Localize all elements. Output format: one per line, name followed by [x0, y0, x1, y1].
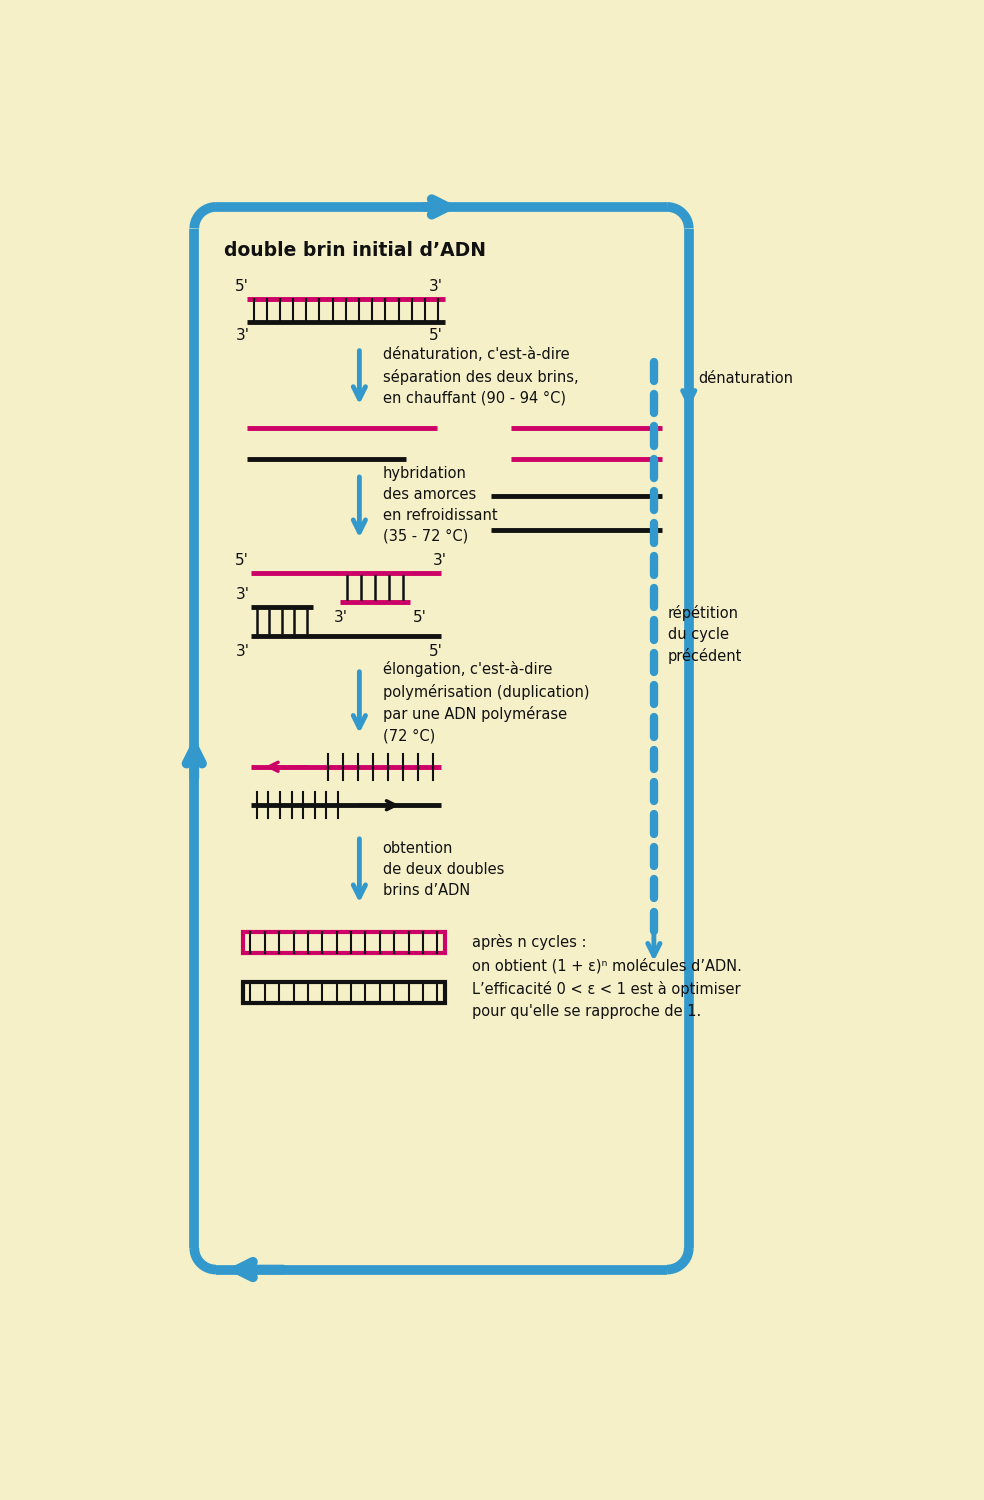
- Bar: [243, 932, 445, 952]
- Text: 5': 5': [429, 644, 443, 658]
- Text: 5': 5': [429, 328, 443, 344]
- Text: élongation, c'est-à-dire
polymérisation (duplication)
par une ADN polymérase
(72: élongation, c'est-à-dire polymérisation …: [383, 662, 589, 742]
- Text: après n cycles :
on obtient (1 + ε)ⁿ molécules d’ADN.
L’efficacité 0 < ε < 1 est: après n cycles : on obtient (1 + ε)ⁿ mol…: [471, 934, 742, 1020]
- Text: 3': 3': [235, 586, 249, 602]
- Bar: [243, 981, 445, 1004]
- Text: répétition
du cycle
précédent: répétition du cycle précédent: [668, 604, 742, 664]
- Text: dénaturation, c'est-à-dire
séparation des deux brins,
en chauffant (90 - 94 °C): dénaturation, c'est-à-dire séparation de…: [383, 346, 579, 405]
- Text: double brin initial d’ADN: double brin initial d’ADN: [223, 242, 486, 261]
- Text: 5': 5': [235, 279, 249, 294]
- Text: obtention
de deux doubles
brins d’ADN: obtention de deux doubles brins d’ADN: [383, 840, 504, 897]
- Text: dénaturation: dénaturation: [698, 370, 793, 386]
- Text: 3': 3': [429, 279, 443, 294]
- Text: 3': 3': [235, 644, 249, 658]
- Text: 5': 5': [413, 610, 427, 626]
- Text: 3': 3': [433, 554, 447, 568]
- Text: 3': 3': [235, 328, 249, 344]
- Text: 5': 5': [235, 554, 249, 568]
- Text: hybridation
des amorces
en refroidissant
(35 - 72 °C): hybridation des amorces en refroidissant…: [383, 466, 497, 544]
- Text: 3': 3': [334, 610, 347, 626]
